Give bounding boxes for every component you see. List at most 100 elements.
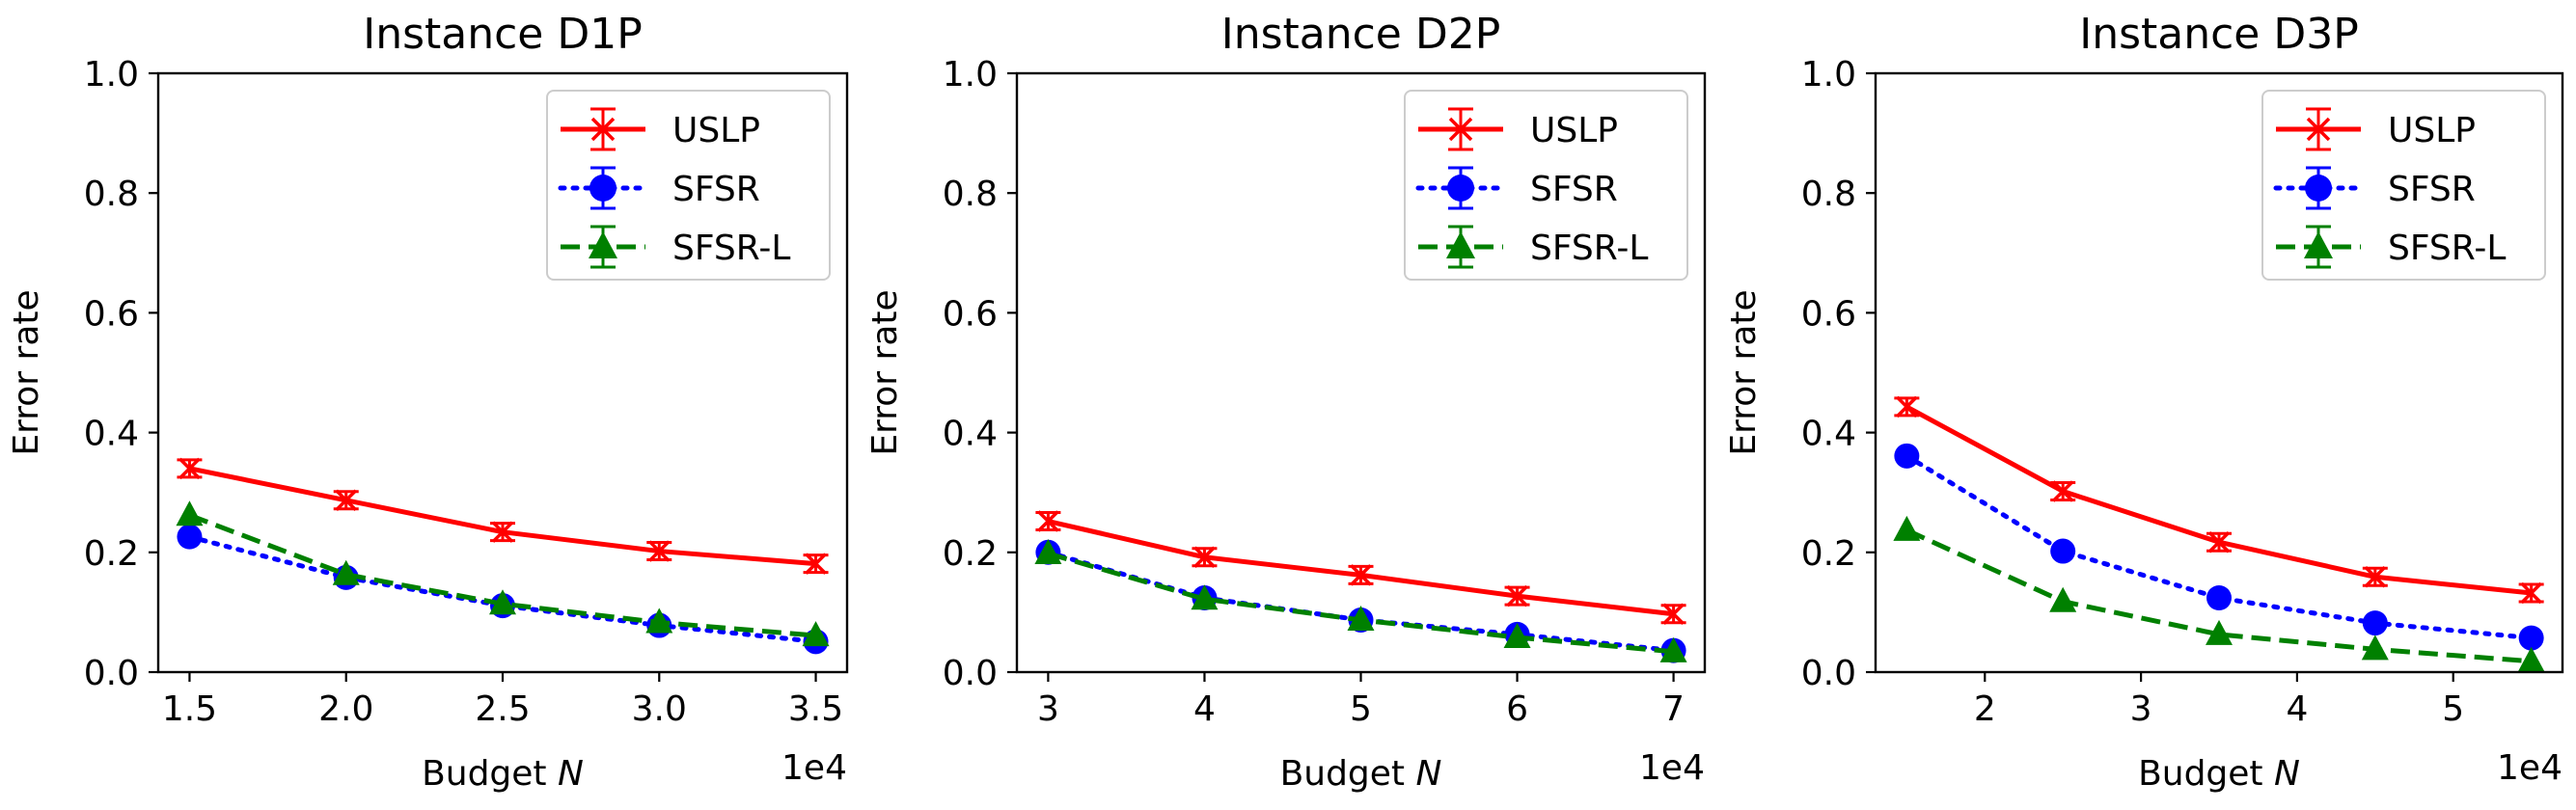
legend-label: SFSR (2388, 170, 2476, 209)
y-tick-label: 0.6 (943, 294, 998, 334)
legend-label: SFSR-L (672, 229, 790, 268)
sfsr-line (1045, 550, 1677, 654)
sfsr-l-marker-1 (2049, 586, 2077, 612)
y-tick-label: 1.0 (1801, 55, 1856, 94)
x-tick-label: 2 (1974, 689, 1996, 729)
chart-panel-3: Instance D3P 0.0 0.2 0.4 0.6 0.8 1.0 2 3 4 5 Budget… (1724, 10, 2564, 794)
sfsr-l-marker-3 (2361, 634, 2389, 661)
sfsr-l-marker-1 (332, 559, 360, 585)
sfsr-l-marker-3 (1503, 622, 1531, 648)
legend-box (546, 90, 831, 281)
legend-entry-sfsr-l: SFSR-L (561, 225, 790, 269)
sfsr-marker-2 (2206, 584, 2232, 610)
chart-title: Instance D1P (363, 10, 643, 59)
y-tick-label: 0.6 (84, 294, 139, 334)
sfsr-l-marker-2 (489, 589, 516, 615)
sfsr-l-marker-4 (2517, 646, 2545, 672)
x-axis-label-prefix: Budget (422, 754, 558, 794)
y-tick-label: 0.0 (84, 654, 139, 693)
y-tick-label: 0.2 (84, 534, 139, 574)
x-tick-label: 3.0 (632, 689, 687, 729)
y-tick-label: 0.8 (84, 175, 139, 214)
series-uslp (1894, 395, 2544, 605)
sfsr-marker-0 (1894, 443, 1920, 469)
series-uslp (177, 457, 829, 575)
legend-label: USLP (1530, 111, 1618, 150)
x-tick-label: 7 (1662, 689, 1685, 729)
sfsr-line (1904, 453, 2535, 641)
sfsr-l-marker-4 (802, 621, 830, 647)
legend-entry-uslp: USLP (1418, 107, 1618, 151)
y-tick-label: 0.4 (1801, 415, 1856, 454)
sfsr-marker-3 (2362, 610, 2388, 636)
chart-title: Instance D3P (2079, 10, 2359, 59)
sfsr-l-marker-4 (1659, 636, 1687, 662)
legend-label: SFSR-L (1530, 229, 1648, 268)
legend-entry-sfsr: SFSR (2273, 166, 2476, 210)
sfsr-marker-0 (177, 524, 203, 550)
uslp-marker-1 (335, 489, 357, 512)
x-axis-label-variable: N (1416, 754, 1442, 794)
x-axis-label-prefix: Budget (1280, 754, 1416, 794)
x-tick-label: 3.5 (788, 689, 843, 729)
sfsr-marker-4 (2518, 625, 2544, 651)
sfsr-line (186, 534, 819, 644)
uslp-marker-3 (648, 540, 671, 562)
chart-title: Instance D2P (1221, 10, 1501, 59)
uslp-marker-0 (1037, 510, 1059, 532)
legend-marker (589, 175, 617, 202)
x-tick-label: 3 (1037, 689, 1059, 729)
y-tick-label: 0.6 (1801, 294, 1856, 334)
series-sfsr-l (176, 500, 830, 647)
y-tick-label: 0.4 (84, 415, 139, 454)
uslp-marker-0 (1896, 395, 1918, 418)
sfsr-l-marker-1 (1191, 584, 1219, 610)
legend: USLP SFSR SFSR-L (2261, 90, 2546, 281)
sfsr-l-marker-2 (2206, 619, 2233, 645)
legend-marker (589, 231, 617, 258)
x-offset-label: 1e4 (781, 748, 847, 788)
sfsr-l-marker-0 (1034, 539, 1062, 565)
legend-label: SFSR (1530, 170, 1618, 209)
sfsr-l-marker-0 (1893, 515, 1921, 541)
x-axis-label-variable: N (2274, 754, 2300, 794)
series-sfsr-l (1034, 539, 1687, 662)
x-offset-label: 1e4 (1639, 748, 1705, 788)
y-tick-label: 0.8 (943, 175, 998, 214)
legend-entry-uslp: USLP (561, 107, 760, 151)
sfsr-l-marker-2 (1347, 605, 1375, 631)
legend-marker (1446, 231, 1475, 258)
legend-entry-uslp: USLP (2276, 107, 2476, 151)
legend: USLP SFSR SFSR-L (546, 90, 831, 281)
uslp-marker-4 (2520, 581, 2542, 605)
x-tick-label: 2.5 (475, 689, 530, 729)
y-axis-label: Error rate (7, 289, 46, 455)
x-tick-label: 4 (1193, 689, 1216, 729)
legend-marker (1447, 175, 1474, 202)
legend-marker (590, 117, 616, 142)
y-tick-label: 0.8 (1801, 175, 1856, 214)
x-axis-label: Budget N (2138, 754, 2300, 794)
uslp-marker-3 (1506, 584, 1528, 608)
uslp-marker-2 (2207, 531, 2231, 554)
x-axis-label: Budget N (422, 754, 584, 794)
chart-panel-1: Instance D1P 0.0 0.2 0.4 0.6 0.8 1.0 1.5 2.0 2.5 3… (7, 10, 849, 794)
x-axis-label-variable: N (558, 754, 584, 794)
legend: USLP SFSR SFSR-L (1404, 90, 1688, 281)
series-uslp (1035, 510, 1686, 626)
legend-marker (2304, 231, 2333, 258)
x-tick-label: 5 (1350, 689, 1372, 729)
uslp-marker-1 (1193, 546, 1216, 569)
axes-frame (1015, 71, 1707, 674)
legend-label: SFSR-L (2388, 229, 2506, 268)
x-tick-label: 1.5 (162, 689, 217, 729)
x-tick-label: 4 (2286, 689, 2308, 729)
axes-frame (1874, 71, 2564, 674)
y-tick-label: 1.0 (943, 55, 998, 94)
uslp-marker-4 (805, 553, 827, 575)
y-tick-label: 0.4 (943, 415, 998, 454)
x-axis-label: Budget N (1280, 754, 1442, 794)
chart-panel-2: Instance D2P 0.0 0.2 0.4 0.6 0.8 1.0 3 4 5 6 7 Budge… (865, 10, 1707, 794)
x-axis-label-prefix: Budget (2138, 754, 2274, 794)
sfsr-l-marker-0 (176, 500, 204, 526)
